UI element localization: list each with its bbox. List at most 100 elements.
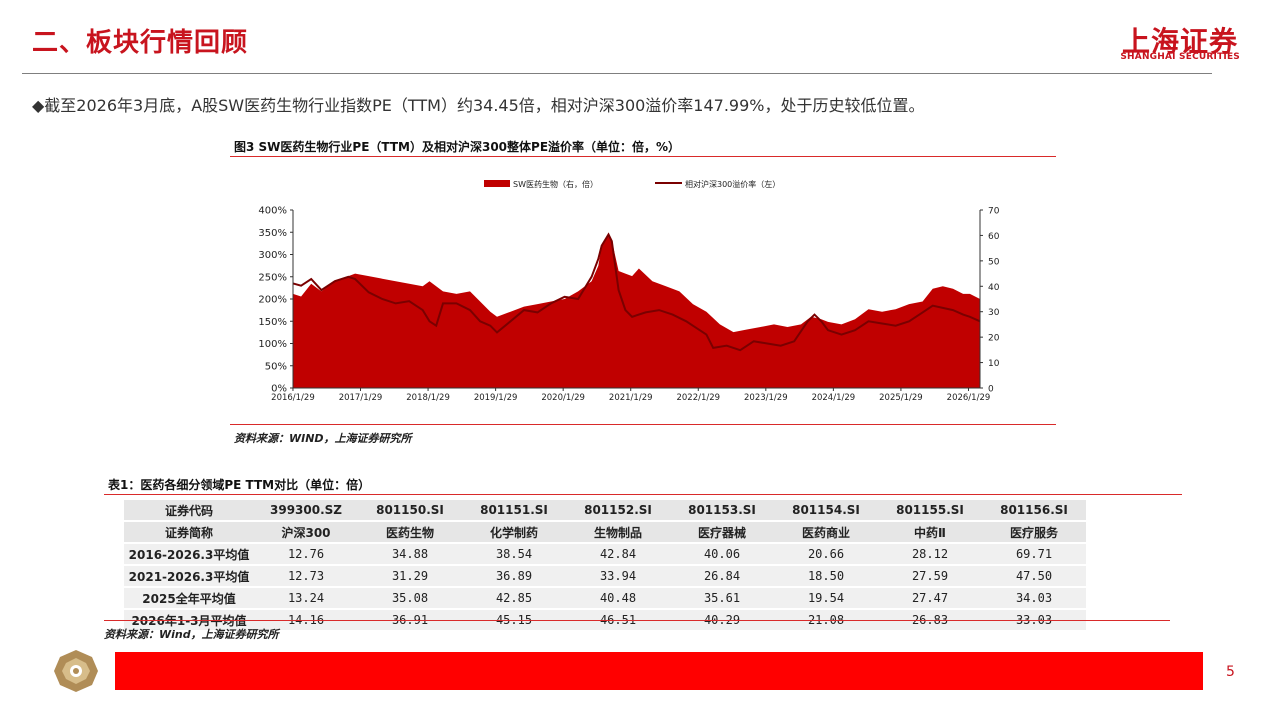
y-left-tick-label: 0% [271, 384, 287, 395]
row-label-cell: 2021-2026.3平均值 [124, 565, 254, 588]
legend-label-line: 相对沪深300溢价率（左） [685, 179, 780, 189]
header-divider [22, 73, 1212, 74]
value-cell: 40.06 [670, 543, 774, 566]
x-tick-label: 2024/1/29 [812, 393, 856, 403]
y-left-tick-label: 350% [258, 228, 287, 239]
table-header-names: 证券简称 沪深300 医药生物 化学制药 生物制品 医疗器械 医药商业 中药Ⅱ 医疗服务 [124, 521, 1086, 544]
value-cell: 27.47 [878, 587, 982, 610]
page-title: 二、板块行情回顾 [32, 28, 249, 58]
value-cell: 12.73 [254, 565, 358, 588]
value-cell: 沪深300 [254, 521, 358, 544]
x-tick-label: 2022/1/29 [676, 393, 720, 403]
premium-rate-line [292, 232, 981, 352]
y-left-tick-label: 400% [258, 206, 287, 217]
row-label-cell: 证券简称 [124, 521, 254, 544]
y-left-tick-label: 100% [258, 339, 287, 350]
x-tick-label: 2025/1/29 [879, 393, 923, 403]
value-cell: 36.89 [462, 565, 566, 588]
value-cell: 35.08 [358, 587, 462, 610]
value-cell: 医疗服务 [982, 521, 1086, 544]
value-cell: 40.48 [566, 587, 670, 610]
x-tick-label: 2020/1/29 [541, 393, 585, 403]
table-title: 表1：医药各细分领域PE TTM对比（单位：倍） [108, 478, 371, 492]
value-cell: 医疗器械 [670, 521, 774, 544]
value-cell: 38.54 [462, 543, 566, 566]
x-tick-label: 2021/1/29 [609, 393, 653, 403]
figure-top-rule [230, 156, 1056, 157]
value-cell: 801151.SI [462, 500, 566, 522]
value-cell: 801152.SI [566, 500, 670, 522]
value-cell: 33.94 [566, 565, 670, 588]
value-cell: 化学制药 [462, 521, 566, 544]
y-left-tick-label: 150% [258, 317, 287, 328]
pe-chart: SW医药生物（右，倍） 相对沪深300溢价率（左） 0% 50% 100% 150% 2… [258, 179, 1000, 403]
x-tick-label: 2023/1/29 [744, 393, 788, 403]
value-cell: 35.61 [670, 587, 774, 610]
table-source: 资料来源：Wind，上海证券研究所 [104, 628, 279, 641]
value-cell: 33.03 [982, 609, 1086, 632]
value-cell: 801154.SI [774, 500, 878, 522]
value-cell: 20.66 [774, 543, 878, 566]
value-cell: 34.88 [358, 543, 462, 566]
y-right-tick-label: 40 [988, 283, 1000, 293]
x-tick-label: 2019/1/29 [474, 393, 518, 403]
sw-pharma-pe-area [293, 232, 980, 388]
value-cell: 28.12 [878, 543, 982, 566]
value-cell: 801156.SI [982, 500, 1086, 522]
y-right-tick-label: 50 [988, 257, 1000, 267]
value-cell: 12.76 [254, 543, 358, 566]
y-right-tick-label: 10 [988, 359, 1000, 369]
value-cell: 42.84 [566, 543, 670, 566]
summary-text: ◆截至2026年3月底，A股SW医药生物行业指数PE（TTM）约34.45倍，相… [32, 96, 925, 115]
y-left-tick-label: 300% [258, 250, 287, 261]
x-tick-label: 2016/1/29 [271, 393, 315, 403]
value-cell: 医药生物 [358, 521, 462, 544]
table-top-rule [104, 494, 1182, 495]
row-label-cell: 2025全年平均值 [124, 587, 254, 610]
y-right-tick-label: 60 [988, 232, 1000, 242]
figure-bottom-rule [230, 424, 1056, 425]
value-cell: 31.29 [358, 565, 462, 588]
x-tick-label: 2026/1/29 [947, 393, 991, 403]
table-row: 2021-2026.3平均值 12.73 31.29 36.89 33.94 26.84 1… [124, 565, 1086, 588]
chart-legend: SW医药生物（右，倍） 相对沪深300溢价率（左） [484, 179, 780, 189]
legend-label-area: SW医药生物（右，倍） [513, 179, 598, 189]
row-label-cell: 2016-2026.3平均值 [124, 543, 254, 566]
value-cell: 34.03 [982, 587, 1086, 610]
y-left-tick-label: 250% [258, 272, 287, 283]
footer-bar [115, 652, 1203, 690]
value-cell: 27.59 [878, 565, 982, 588]
table-bottom-rule [104, 620, 1170, 621]
value-cell: 医药商业 [774, 521, 878, 544]
x-tick-label: 2018/1/29 [406, 393, 450, 403]
value-cell: 18.50 [774, 565, 878, 588]
value-cell: 42.85 [462, 587, 566, 610]
y-left-tick-label: 200% [258, 295, 287, 306]
figure-title: 图3 SW医药生物行业PE（TTM）及相对沪深300整体PE溢价率（单位：倍，%… [234, 140, 681, 154]
brand-logo-cn: 上海证券 [1121, 25, 1238, 58]
table-header-codes: 证券代码 399300.SZ 801150.SI 801151.SI 801152.SI… [124, 500, 1086, 522]
company-emblem-icon [54, 650, 98, 692]
figure-source: 资料来源：WIND，上海证券研究所 [234, 432, 412, 445]
value-cell: 801150.SI [358, 500, 462, 522]
x-tick-label: 2017/1/29 [339, 393, 383, 403]
value-cell: 生物制品 [566, 521, 670, 544]
brand-logo-en: SHANGHAI SECURITIES [1120, 52, 1240, 62]
table-row: 2016-2026.3平均值 12.76 34.88 38.54 42.84 40.06 2… [124, 543, 1086, 566]
value-cell: 801155.SI [878, 500, 982, 522]
y-right-tick-label: 0 [988, 385, 994, 395]
value-cell: 69.71 [982, 543, 1086, 566]
y-right-tick-label: 20 [988, 334, 1000, 344]
y-right-tick-label: 70 [988, 207, 1000, 217]
value-cell: 801153.SI [670, 500, 774, 522]
value-cell: 399300.SZ [254, 500, 358, 522]
row-label-cell: 证券代码 [124, 500, 254, 522]
page-number: 5 [1226, 664, 1235, 680]
table-row: 2025全年平均值 13.24 35.08 42.85 40.48 35.61 19.54 2… [124, 587, 1086, 610]
value-cell: 26.84 [670, 565, 774, 588]
pe-comparison-table: 证券代码 399300.SZ 801150.SI 801151.SI 801152.SI… [124, 500, 1086, 632]
legend-swatch-area [484, 180, 510, 187]
y-right-tick-label: 30 [988, 308, 1000, 318]
value-cell: 19.54 [774, 587, 878, 610]
y-left-tick-label: 50% [265, 361, 287, 372]
